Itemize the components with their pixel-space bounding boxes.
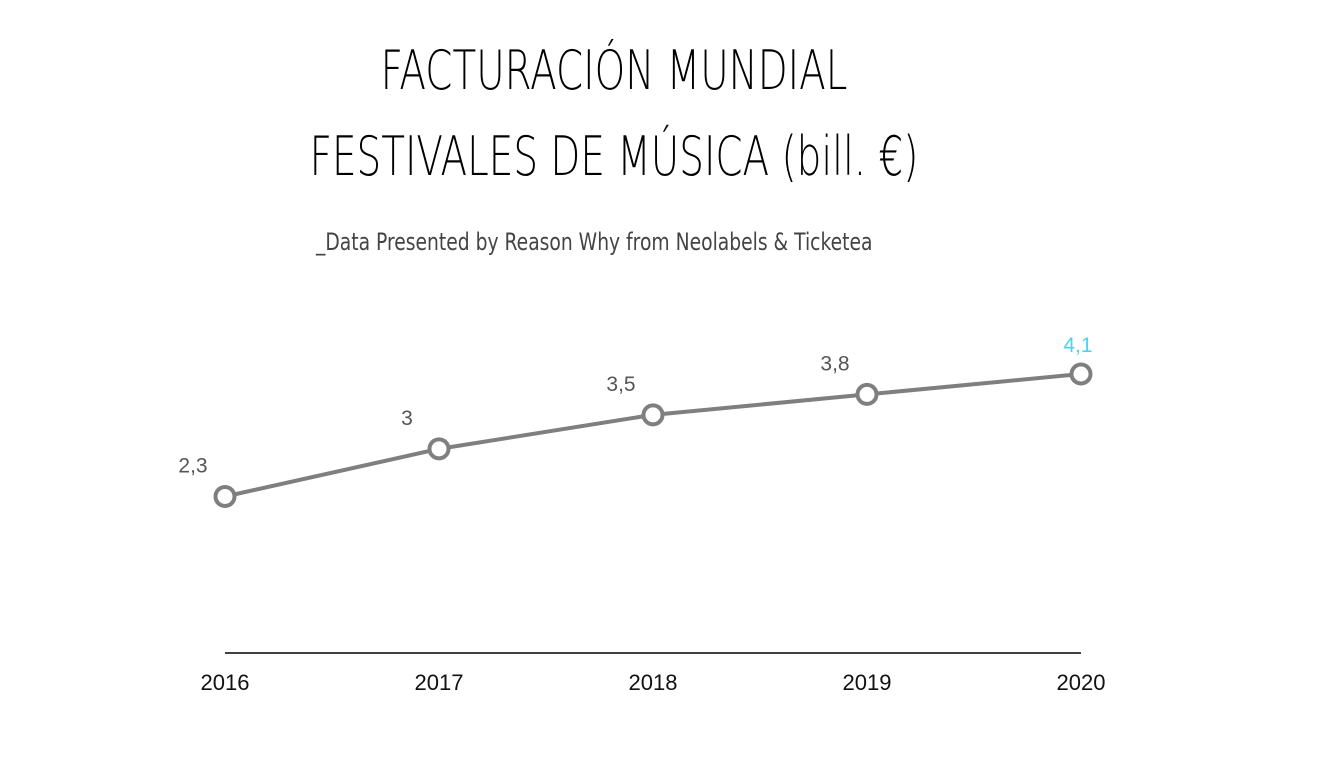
x-tick-label-2018: 2018: [629, 670, 678, 695]
x-tick-label-2019: 2019: [843, 670, 892, 695]
x-tick-label-2017: 2017: [415, 670, 464, 695]
data-point-2017: [427, 437, 451, 461]
data-point-2016: [213, 484, 237, 508]
x-tick-label-2020: 2020: [1057, 670, 1106, 695]
chart-title-line-2: FESTIVALES DE MÚSICA (bill. €): [309, 125, 919, 188]
chart-title: FACTURACIÓN MUNDIAL FESTIVALES DE MÚSICA…: [172, 28, 1056, 200]
chart-subtitle: _Data Presented by Reason Why from Neola…: [316, 228, 873, 256]
data-label-2016: 2,3: [178, 454, 207, 477]
x-tick-label-2016: 2016: [201, 670, 250, 695]
data-point-2020: [1069, 362, 1093, 386]
data-label-2020: 4,1: [1063, 334, 1092, 357]
data-point-2018: [641, 403, 665, 427]
chart-title-line-1: FACTURACIÓN MUNDIAL: [380, 39, 848, 102]
data-label-2017: 3: [401, 407, 413, 430]
series-line: [224, 372, 1082, 499]
data-label-2019: 3,8: [820, 352, 849, 375]
data-point-2019: [855, 382, 879, 406]
data-label-2018: 3,5: [606, 373, 635, 396]
